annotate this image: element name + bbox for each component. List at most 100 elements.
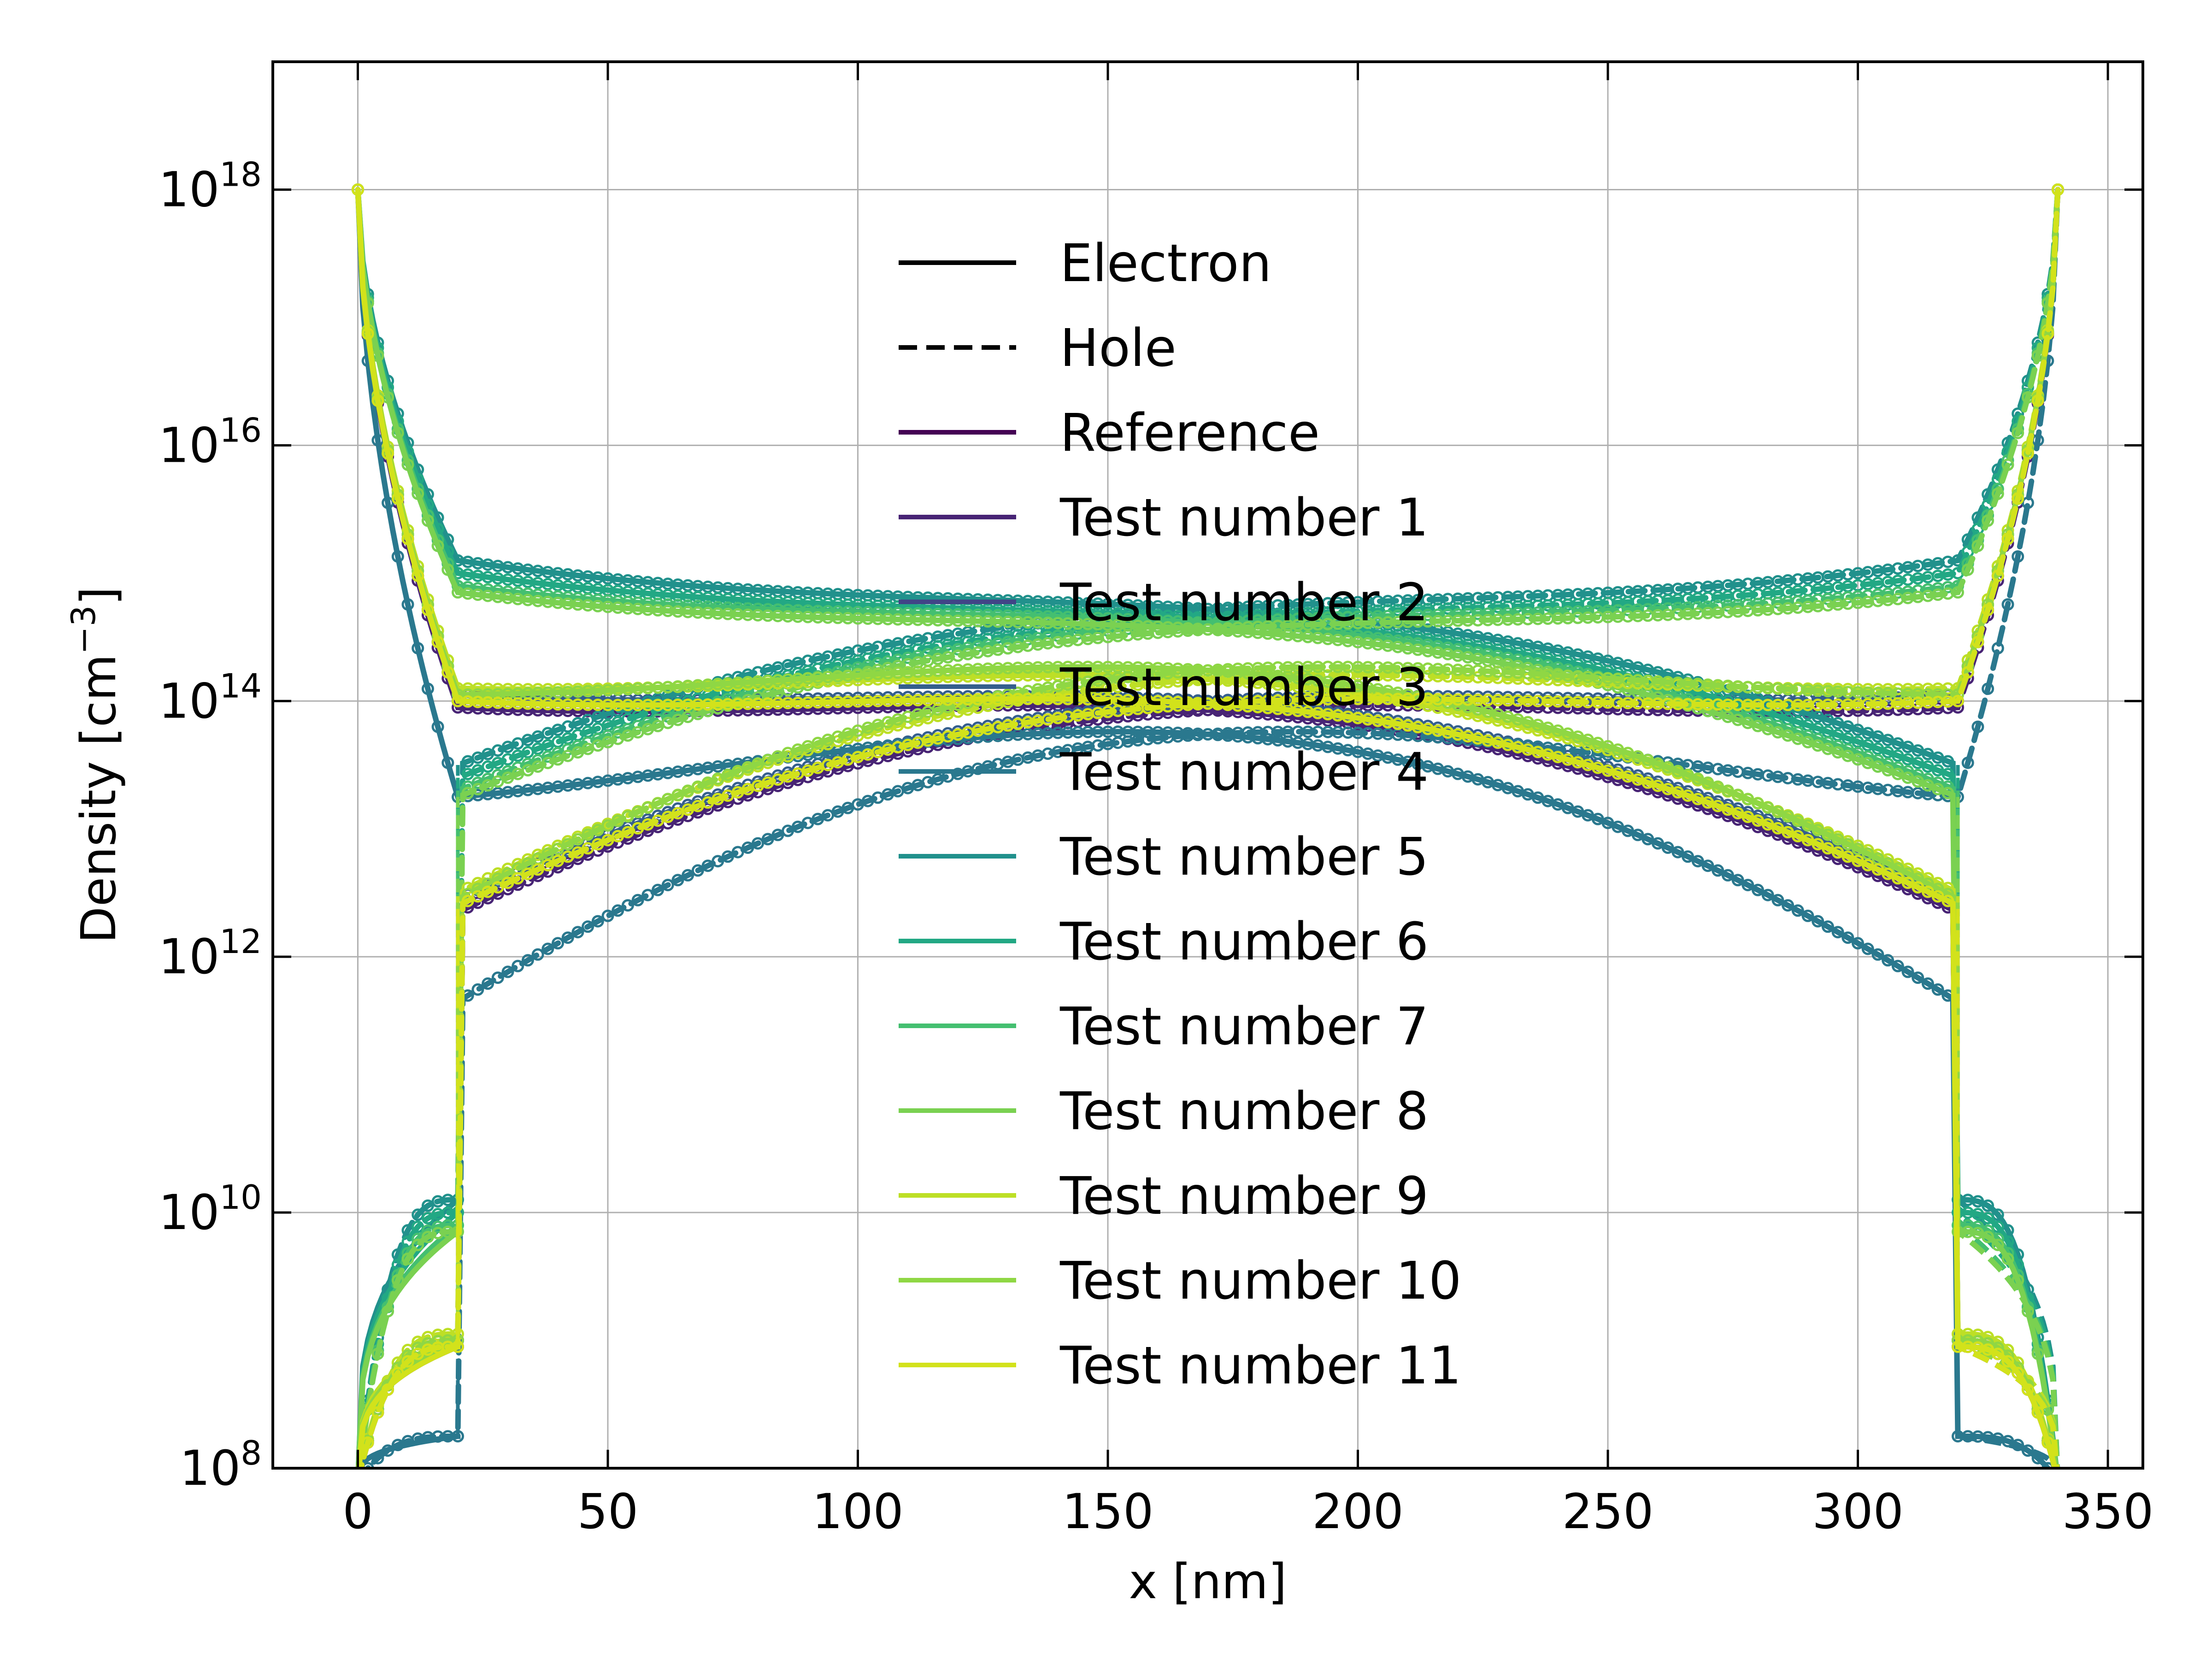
series-4-hole-contact-line: [1957, 1433, 2058, 1468]
y-tick-label-4: 1016: [159, 411, 262, 473]
series-4-hole-marker: [501, 965, 514, 978]
legend-label-9: Test number 7: [1059, 997, 1429, 1057]
series-3-electron-marker: [2053, 1476, 2063, 1486]
series-4-hole-marker: [2012, 550, 2024, 563]
series-4-hole-marker: [791, 820, 804, 833]
x-tick-labels: 0 50 100 150 200 250 300 350: [342, 1483, 2153, 1540]
series-4-hole-marker: [782, 824, 794, 837]
x-axis-label: x [nm]: [1129, 1553, 1287, 1610]
plot-background: [273, 62, 2143, 1468]
series-4-electron-marker: [1731, 874, 1744, 887]
series-4-hole-marker: [552, 937, 564, 950]
series-4-hole-marker: [631, 894, 644, 906]
x-tick-label-4: 200: [1312, 1483, 1404, 1540]
series-10-electron-marker: [2053, 1476, 2063, 1486]
series-4-hole-marker: [601, 909, 614, 922]
series-4-electron-marker: [421, 682, 434, 695]
series-4-electron-marker: [1621, 824, 1634, 837]
series-layer: [352, 183, 2064, 1486]
series-4-electron-marker: [1861, 942, 1874, 955]
series-1-electron-marker: [2053, 1476, 2063, 1486]
series-4-electron-marker: [1741, 879, 1754, 891]
legend-label-11: Test number 9: [1059, 1166, 1429, 1226]
series-4-hole-marker: [471, 983, 484, 996]
series-4-electron-marker: [1761, 888, 1774, 901]
series-9-electron-marker: [2053, 1476, 2063, 1486]
series-4-hole-marker: [482, 977, 494, 990]
legend-label-0: Electron: [1060, 234, 1271, 294]
series-4-electron-marker: [1871, 948, 1884, 961]
series-4-hole-line: [364, 187, 2061, 1468]
legend-label-6: Test number 4: [1059, 742, 1429, 802]
series-4-hole-marker: [2021, 496, 2034, 509]
series-4-electron-marker: [1801, 909, 1814, 922]
series-4-electron-marker: [1831, 926, 1844, 939]
series-4-hole-marker: [391, 1439, 404, 1452]
series-4-hole-marker: [1982, 682, 1994, 695]
series-4-hole-marker: [682, 869, 694, 882]
series-4-electron-marker: [1641, 833, 1654, 846]
series-4-hole-marker: [671, 874, 684, 887]
series-4-hole-marker: [591, 915, 604, 928]
series-4-electron-marker: [2053, 1476, 2063, 1486]
series-4-electron-marker: [1652, 837, 1664, 850]
series-4-electron-marker: [1721, 869, 1734, 882]
series-4-hole-marker: [571, 926, 584, 939]
y-tick-labels: 108 1010 1012 1014 1016 1018: [159, 155, 262, 1496]
series-4-electron-marker: [1752, 883, 1764, 896]
series-5-electron-marker: [2053, 1476, 2063, 1486]
series-11-electron-marker: [2053, 1476, 2063, 1486]
series-4-electron-marker: [401, 598, 414, 611]
series-4-hole-marker: [371, 1452, 384, 1465]
series-4-electron-marker: [1671, 846, 1684, 859]
series-4-hole-marker: [561, 931, 574, 944]
legend-label-10: Test number 8: [1059, 1082, 1429, 1141]
series-8-electron-marker: [2053, 1476, 2063, 1486]
series-4-electron-marker: [1921, 977, 1934, 990]
series-4-electron-marker: [1601, 817, 1614, 830]
series-4-electron-marker: [1812, 915, 1824, 928]
series-4-hole-marker: [452, 1430, 464, 1443]
series-4-hole-marker: [661, 879, 674, 891]
x-tick-label-2: 100: [812, 1483, 904, 1540]
series-4-electron-marker: [441, 756, 454, 769]
series-4-hole-marker: [1971, 720, 1984, 733]
series-4-electron-marker: [412, 642, 424, 655]
series-4-electron-marker: [382, 496, 394, 509]
x-tick-label-6: 300: [1812, 1483, 1904, 1540]
series-5-hole-marker: [421, 1199, 434, 1212]
series-4-hole-marker: [652, 883, 664, 896]
series-4-electron-marker: [1701, 859, 1714, 872]
legend-label-5: Test number 3: [1059, 658, 1429, 718]
series-5-electron-marker: [1971, 1195, 1984, 1208]
series-4-electron-marker: [1882, 954, 1894, 967]
series-4-electron-marker: [1841, 931, 1854, 944]
series-4-hole-marker: [1991, 642, 2004, 655]
series-4-electron-marker: [1931, 983, 1944, 996]
legend-label-3: Test number 1: [1059, 488, 1429, 548]
x-tick-label-7: 350: [2062, 1483, 2154, 1540]
series-4-electron-marker: [1891, 959, 1904, 972]
series-4-electron-marker: [1712, 864, 1724, 877]
legend-label-4: Test number 2: [1059, 573, 1429, 633]
series-4-hole-marker: [582, 920, 594, 933]
series-4-hole-marker: [701, 859, 714, 872]
series-4-hole-marker: [512, 959, 524, 972]
series-4-hole-marker: [721, 850, 734, 863]
legend-label-7: Test number 5: [1059, 827, 1429, 887]
series-2-electron-marker: [2053, 1476, 2063, 1486]
series-4-electron-marker: [1901, 965, 1914, 978]
series-4-hole-marker: [741, 841, 754, 854]
series-4-hole-marker: [361, 1462, 374, 1468]
x-tick-label-5: 250: [1562, 1483, 1654, 1540]
series-4-hole-marker: [531, 948, 544, 961]
series-4-electron-marker: [1821, 920, 1834, 933]
series-4-hole-marker: [801, 817, 814, 830]
series-4-hole-marker: [752, 837, 764, 850]
series-4-hole-marker: [641, 888, 654, 901]
series-4-hole-marker: [691, 864, 704, 877]
y-tick-label-3: 1014: [159, 666, 262, 729]
series-4-electron-marker: [1682, 850, 1694, 863]
series-4-hole-marker: [382, 1444, 394, 1457]
